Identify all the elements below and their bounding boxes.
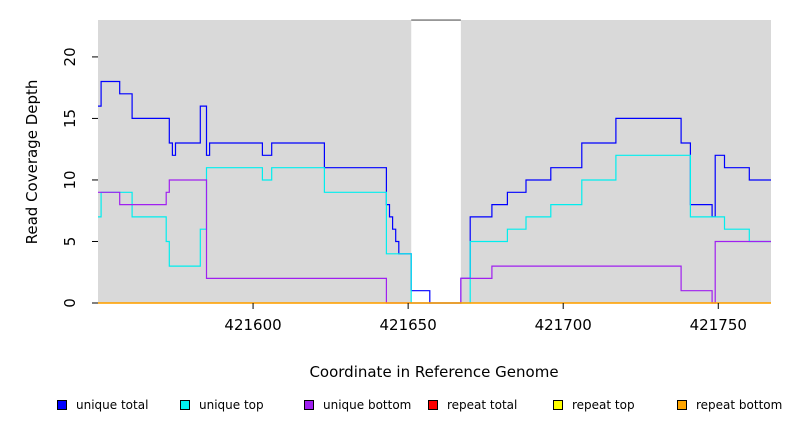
y-tick-label: 0: [61, 298, 79, 308]
legend-swatch: [553, 400, 563, 410]
legend-item-repeat-bottom: repeat bottom: [677, 398, 782, 412]
legend-label: unique top: [199, 398, 264, 412]
legend-item-unique-top: unique top: [180, 398, 264, 412]
legend-item-unique-total: unique total: [57, 398, 148, 412]
legend-item-repeat-total: repeat total: [428, 398, 517, 412]
legend-label: repeat top: [572, 398, 635, 412]
x-tick-label: 421700: [535, 316, 592, 334]
y-axis-label: Read Coverage Depth: [23, 80, 41, 245]
plot-background: [98, 19, 771, 304]
legend-swatch: [180, 400, 190, 410]
axes-layer: 421600 421650 421700 421750 0 5 10 15 20: [61, 47, 747, 334]
gap-region: [411, 21, 461, 304]
x-tick-label: 421650: [380, 316, 437, 334]
x-tick-label: 421750: [690, 316, 747, 334]
x-axis-label: Coordinate in Reference Genome: [309, 363, 558, 381]
legend-swatch: [304, 400, 314, 410]
series-layer: [98, 80, 771, 304]
legend-swatch: [428, 400, 438, 410]
legend-swatch: [57, 400, 67, 410]
legend-label: unique bottom: [323, 398, 412, 412]
y-tick-label: 10: [61, 170, 79, 189]
legend-label: repeat bottom: [696, 398, 783, 412]
series-line-unique-top: [98, 154, 771, 304]
y-tick-label: 20: [61, 47, 79, 66]
series-line-unique-total: [98, 80, 771, 304]
x-tick-label: 421600: [224, 316, 281, 334]
legend-swatch: [677, 400, 687, 410]
legend-label: repeat total: [447, 398, 518, 412]
y-tick-label: 5: [61, 237, 79, 247]
y-tick-label: 15: [61, 109, 79, 128]
legend-label: unique total: [76, 398, 149, 412]
legend-item-repeat-top: repeat top: [553, 398, 635, 412]
legend: unique total unique top unique bottom repea…: [0, 398, 792, 420]
legend-item-unique-bottom: unique bottom: [304, 398, 411, 412]
